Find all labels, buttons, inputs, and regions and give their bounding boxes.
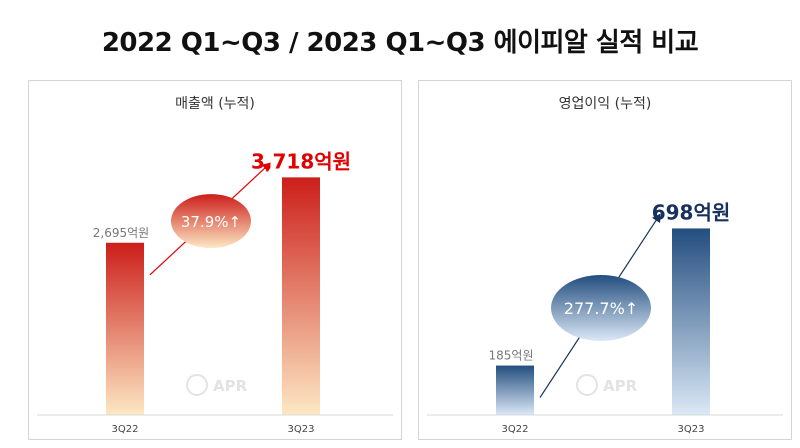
data-label: 185억원	[489, 349, 534, 363]
data-label: 3,718억원	[251, 149, 351, 173]
growth-label: 37.9%↑	[181, 213, 241, 231]
bar-3Q22	[106, 242, 144, 415]
growth-badge	[551, 274, 651, 341]
data-label: 2,695억원	[93, 226, 149, 240]
growth-badge	[171, 194, 251, 249]
x-tick-label: 3Q22	[112, 424, 139, 435]
watermark-text: APR	[213, 377, 248, 395]
page-title: 2022 Q1~Q3 / 2023 Q1~Q3 에이피알 실적 비교	[101, 28, 699, 58]
bar-3Q23	[672, 228, 710, 415]
operating-profit-chart: 영업이익 (누적) APR 3Q22 3Q23 185억원 698억원 277.7%↑	[427, 96, 783, 435]
apr-logo-icon	[576, 374, 598, 396]
apr-logo-icon	[186, 374, 208, 396]
operating-profit-chart-panel: 영업이익 (누적) APR 3Q22 3Q23 185억원 698억원 277.7%↑	[418, 80, 792, 440]
watermark-text: APR	[603, 377, 638, 395]
bar-3Q22	[496, 365, 534, 415]
x-tick-label: 3Q22	[502, 424, 529, 435]
chart-title: 영업이익 (누적)	[559, 96, 652, 112]
revenue-chart-panel: 매출액 (누적) APR 3Q22 3Q23 2,695억원 3,718억원 37.9%↑	[28, 80, 402, 440]
revenue-chart: 매출액 (누적) APR 3Q22 3Q23 2,695억원 3,718억원 37.9%↑	[37, 96, 393, 435]
x-tick-label: 3Q23	[678, 424, 705, 435]
chart-title: 매출액 (누적)	[175, 96, 255, 112]
x-tick-label: 3Q23	[288, 424, 315, 435]
data-label: 698억원	[652, 200, 731, 224]
bar-3Q23	[282, 177, 320, 415]
growth-label: 277.7%↑	[564, 299, 638, 318]
